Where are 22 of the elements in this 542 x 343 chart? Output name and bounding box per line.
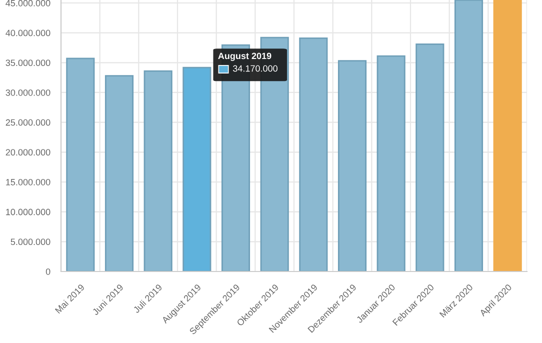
bar [182,66,212,272]
bar [299,37,328,272]
y-tick-label: 0 [46,268,50,275]
y-tick-label: 15.000.000 [6,178,50,186]
y-tick-label: 45.000.000 [6,0,50,6]
bar [493,0,522,272]
y-tick-label: 30.000.000 [6,89,50,96]
y-tick-label: 35.000.000 [6,60,50,66]
bar [144,70,172,272]
bar [66,58,95,272]
y-tick-label: 25.000.000 [6,119,50,126]
annotation: 34.170.000 [232,65,278,72]
bar [338,60,367,272]
bar [104,75,134,272]
y-tick-label: 40.000.000 [6,30,50,36]
bar [376,55,406,272]
bar [454,0,484,272]
y-tick-label: 20.000.000 [6,149,50,156]
y-tick-label: 10.000.000 [6,208,50,216]
y-tick-label: 5.000.000 [10,238,50,246]
annotation: August 2019 [218,52,272,61]
bar [416,43,444,272]
